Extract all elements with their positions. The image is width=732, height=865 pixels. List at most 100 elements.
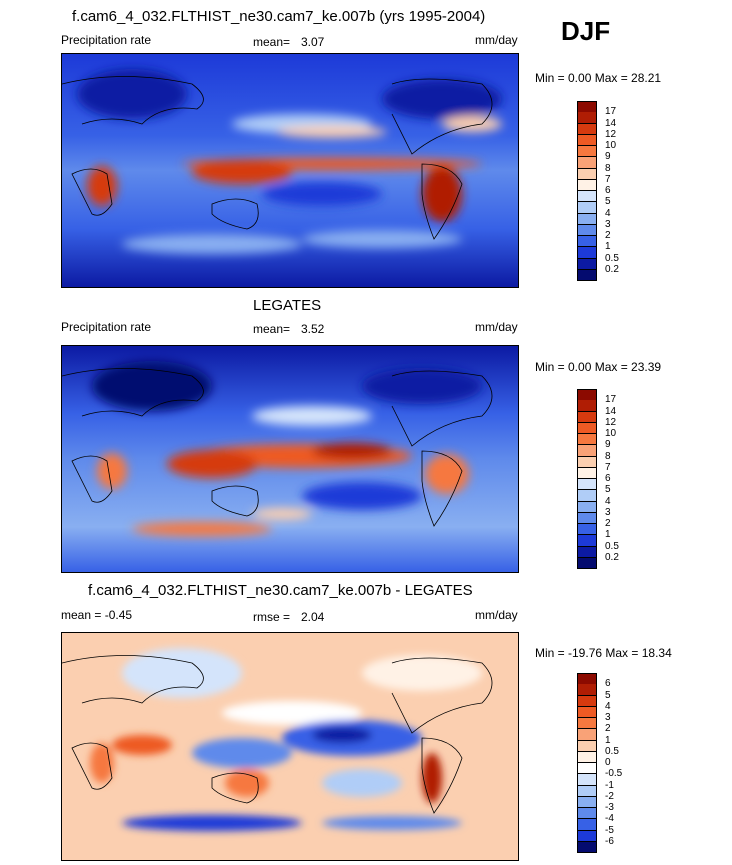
colorbar-swatch	[577, 168, 597, 180]
colorbar-tick-label: 0	[605, 757, 611, 768]
rmse-label: rmse =	[253, 610, 291, 624]
colorbar-swatch	[577, 202, 597, 214]
colorbar-tick-label: 17	[605, 106, 617, 118]
colorbar-swatch	[577, 146, 597, 158]
colorbar-swatch	[577, 479, 597, 491]
colorbar-swatch	[577, 247, 597, 259]
colorbar-swatch	[577, 134, 597, 146]
min-max-label: Min = -19.76 Max = 18.34	[535, 646, 672, 660]
colorbar-swatch	[577, 179, 597, 191]
colorbar-swatch	[577, 796, 597, 808]
colorbar-tick-label: 5	[605, 484, 611, 496]
colorbar-tick-label: 1	[605, 734, 611, 746]
diff-mean-label: mean = -0.45	[61, 608, 133, 622]
colorbar-tick-label: 14	[605, 117, 617, 129]
colorbar-swatch	[577, 213, 597, 225]
colorbar-tick-label: 8	[605, 450, 611, 462]
colorbar-tick-label: 17	[605, 394, 617, 406]
colorbar-swatch	[577, 191, 597, 203]
colorbar-swatch	[577, 269, 597, 281]
mean-value: 3.52	[301, 322, 325, 336]
units-label: mm/day	[475, 320, 518, 334]
colorbar-tick-label: 3	[605, 712, 611, 723]
colorbar-swatch	[577, 112, 597, 124]
colorbar-tick-label: 6	[605, 185, 611, 196]
colorbar-swatch	[577, 763, 597, 775]
colorbar-swatch	[577, 535, 597, 547]
colorbar-tick-label: 10	[605, 428, 617, 439]
colorbar-swatch	[577, 718, 597, 730]
colorbar-tick-label: 4	[605, 700, 611, 712]
precipitation-difference-map	[61, 632, 519, 861]
colorbar-tick-label: 4	[605, 495, 611, 507]
min-max-label: Min = 0.00 Max = 28.21	[535, 71, 662, 85]
colorbar-swatch	[577, 774, 597, 786]
colorbar-swatch	[577, 830, 597, 842]
colorbar-tick-label: 2	[605, 230, 611, 241]
colorbar-tick-label: 4	[605, 207, 611, 219]
min-max-label: Min = 0.00 Max = 23.39	[535, 360, 662, 374]
colorbar-swatch	[577, 422, 597, 434]
colorbar-swatch	[577, 490, 597, 502]
colorbar-diff: 6 5 4 3 2 1 0.5 0 -0.5 -1 -2 -3 -4 -5 -6	[577, 673, 622, 853]
colorbar-tick-label: 5	[605, 196, 611, 208]
season-label: DJF	[561, 16, 611, 46]
colorbar-tick-label: 1	[605, 241, 611, 253]
colorbar-swatch	[577, 157, 597, 169]
colorbar-swatch	[577, 819, 597, 831]
colorbar-swatch	[577, 729, 597, 741]
colorbar-tick-label: 12	[605, 128, 617, 140]
panel-title: f.cam6_4_032.FLTHIST_ne30.cam7_ke.007b (…	[72, 8, 486, 25]
colorbar-tick-label: -0.5	[605, 768, 623, 780]
precipitation-map-model	[61, 53, 519, 288]
colorbar-swatch	[577, 445, 597, 457]
colorbar-tick-label: 7	[605, 461, 611, 473]
colorbar-swatch	[577, 695, 597, 707]
colorbar-swatch	[577, 684, 597, 696]
mean-label: mean=	[253, 322, 291, 336]
colorbar-tick-label: 0.5	[605, 252, 619, 264]
colorbar-swatch	[577, 467, 597, 479]
colorbar-swatch	[577, 841, 597, 853]
colorbar-tick-label: -4	[605, 813, 614, 825]
colorbar-obs: 17 14 12 10 9 8 7 6 5 4 3 2 1 0.5 0.2	[577, 389, 619, 569]
colorbar-tick-label: 9	[605, 151, 611, 163]
units-label: mm/day	[475, 33, 518, 47]
colorbar-tick-label: 0.5	[605, 540, 619, 552]
colorbar-tick-label: -5	[605, 824, 614, 836]
variable-label: Precipitation rate	[61, 33, 152, 47]
colorbar-tick-label: -3	[605, 802, 614, 813]
mean-label: mean=	[253, 35, 291, 49]
colorbar-tick-label: 3	[605, 506, 611, 518]
colorbar-swatch	[577, 557, 597, 569]
colorbar-swatch	[577, 411, 597, 423]
colorbar-tick-label: 10	[605, 140, 617, 151]
colorbar-tick-label: 3	[605, 218, 611, 230]
colorbar-tick-label: -2	[605, 790, 614, 802]
map-canvas	[62, 633, 518, 860]
colorbar-swatch	[577, 751, 597, 763]
colorbar-swatch	[577, 808, 597, 820]
colorbar-tick-label: 6	[605, 678, 611, 690]
colorbar-swatch	[577, 546, 597, 558]
colorbar-tick-label: 2	[605, 518, 611, 529]
colorbar-model: 17 14 12 10 9 8 7 6 5 4 3 2 1 0.5 0.2	[577, 101, 619, 281]
colorbar-tick-label: 8	[605, 162, 611, 174]
panel-title: f.cam6_4_032.FLTHIST_ne30.cam7_ke.007b -…	[88, 582, 473, 599]
colorbar-tick-label: 1	[605, 529, 611, 541]
units-label: mm/day	[475, 608, 518, 622]
colorbar-swatch	[577, 740, 597, 752]
colorbar-tick-label: 9	[605, 439, 611, 451]
colorbar-tick-label: 0.2	[605, 551, 619, 563]
colorbar-swatch	[577, 434, 597, 446]
colorbar-tick-label: 6	[605, 473, 611, 484]
colorbar-swatch	[577, 123, 597, 135]
colorbar-swatch	[577, 524, 597, 536]
colorbar-tick-label: 12	[605, 416, 617, 428]
colorbar-swatch	[577, 706, 597, 718]
map-canvas	[62, 346, 518, 572]
mean-value: 3.07	[301, 35, 325, 49]
panel-title: LEGATES	[253, 297, 322, 314]
colorbar-tick-label: 5	[605, 689, 611, 701]
colorbar-tick-label: 7	[605, 173, 611, 185]
